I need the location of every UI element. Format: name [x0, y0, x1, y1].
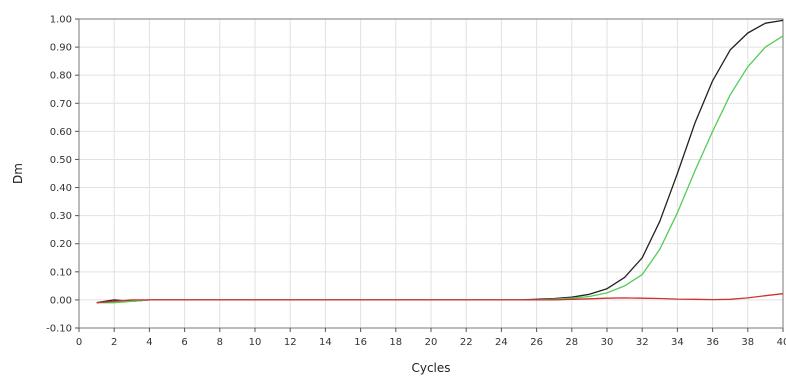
x-tick-label: 32	[636, 337, 649, 348]
x-tick-label: 10	[249, 337, 262, 348]
y-tick-label: 0.60	[50, 127, 72, 138]
x-tick-label: 36	[706, 337, 719, 348]
x-tick-label: 34	[671, 337, 684, 348]
x-tick-label: 38	[741, 337, 754, 348]
x-tick-label: 18	[389, 337, 402, 348]
y-tick-label: 0.80	[50, 71, 72, 82]
x-tick-label: 30	[601, 337, 614, 348]
x-tick-label: 14	[319, 337, 332, 348]
x-tick-label: 6	[181, 337, 187, 348]
x-axis-title: Cycles	[411, 361, 450, 375]
x-tick-label: 12	[284, 337, 297, 348]
y-axis: -0.10 0.00 0.10 0.20 0.30 0.40 0.50 0.60 0.70 0.8…	[46, 15, 79, 335]
x-tick-label: 40	[777, 337, 786, 348]
x-tick-label: 2	[111, 337, 117, 348]
y-tick-label: 0.40	[50, 183, 72, 194]
x-tick-label: 16	[354, 337, 367, 348]
series-line-3	[96, 293, 784, 304]
y-tick-label: -0.10	[46, 324, 72, 335]
x-tick-label: 4	[146, 337, 152, 348]
y-tick-label: 0.10	[50, 267, 72, 278]
y-tick-label: 0.30	[50, 211, 72, 222]
x-tick-label: 20	[425, 337, 438, 348]
x-tick-label: 8	[217, 337, 223, 348]
series-group	[96, 19, 784, 304]
x-axis: 0246810121416182022242628303234363840	[76, 328, 786, 348]
x-tick-label: 22	[460, 337, 473, 348]
x-tick-label: 0	[76, 337, 82, 348]
y-tick-label: 1.00	[50, 15, 72, 26]
y-tick-label: 0.20	[50, 239, 72, 250]
y-tick-label: 0.00	[50, 295, 72, 306]
y-tick-label: 0.90	[50, 43, 72, 54]
y-axis-title: Dm	[11, 163, 25, 184]
x-tick-label: 28	[565, 337, 578, 348]
y-tick-label: 0.50	[50, 155, 72, 166]
x-tick-label: 24	[495, 337, 508, 348]
x-tick-label: 26	[530, 337, 543, 348]
y-tick-label: 0.70	[50, 99, 72, 110]
